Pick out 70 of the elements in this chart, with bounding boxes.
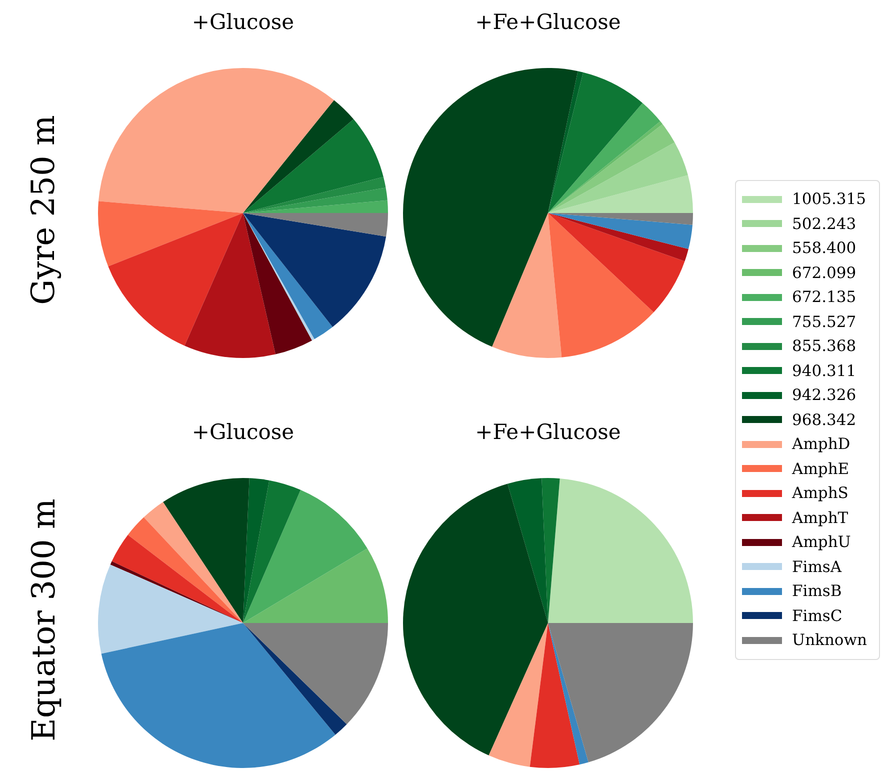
pie-slice (548, 213, 693, 225)
pie-slice (144, 502, 243, 623)
pie-slice (163, 478, 250, 623)
legend-label: 558.400 (792, 239, 856, 258)
legend-label: 755.527 (792, 312, 856, 331)
legend-label: AmphS (792, 484, 848, 502)
chart-title: +Glucose (190, 10, 296, 34)
pie-slice (243, 213, 388, 237)
pie-slice (492, 213, 562, 358)
pie-slice (98, 68, 334, 213)
pie-slice (128, 517, 243, 623)
chart-title: +Glucose (190, 420, 296, 444)
legend-label: 502.243 (792, 214, 856, 233)
pie-slice (548, 213, 693, 250)
pie-slice (243, 623, 388, 724)
pie-slice (548, 623, 588, 765)
legend-label: AmphU (792, 533, 851, 552)
chart-title: +Fe+Glucose (474, 10, 622, 34)
pie-slice (548, 213, 688, 262)
pie-slice (243, 623, 347, 735)
pie-slice (243, 490, 368, 623)
pie-slice (243, 176, 386, 213)
legend-label: AmphD (792, 435, 850, 454)
pie-slice (548, 142, 688, 213)
pie-slice (548, 623, 693, 762)
legend-label: FimsA (792, 558, 842, 576)
legend-label: Unknown (792, 631, 868, 650)
pie-slice (508, 478, 548, 623)
pie-slice (403, 484, 548, 756)
pie-slice (488, 623, 548, 767)
pie-slice (548, 71, 584, 213)
pie-slice (243, 213, 386, 328)
pie-slice (548, 103, 660, 213)
pie-slice (548, 213, 654, 358)
text: Equator 300 m (24, 498, 62, 742)
pie-slice (548, 175, 693, 213)
pie-slice (243, 188, 388, 213)
legend-label: 672.135 (792, 288, 856, 306)
legend-label: FimsB (792, 582, 842, 600)
pie-slice (243, 213, 333, 340)
legend-label: AmphT (792, 508, 848, 527)
pie-slice (101, 623, 336, 768)
pie-slice (98, 201, 243, 266)
pie-slice (112, 534, 243, 623)
pie-slice (243, 119, 384, 213)
pie-slice (243, 548, 388, 623)
text: Gyre 250 m (24, 115, 62, 305)
legend-label: 672.099 (792, 264, 856, 282)
legend-label: FimsC (792, 606, 842, 625)
legend-label: AmphE (792, 460, 850, 478)
pie-slice (108, 213, 243, 346)
pie-slice (243, 480, 301, 623)
pie-slice (542, 478, 560, 623)
pie-slice (98, 564, 243, 654)
pie-slice (184, 213, 276, 358)
legend-label: 940.311 (792, 362, 856, 380)
pie-slice (243, 100, 354, 213)
pie-slice (530, 623, 580, 768)
pie-slice (110, 561, 243, 623)
pie-slice (548, 478, 693, 623)
legend-label: 942.326 (792, 386, 856, 404)
pie-slice (548, 72, 643, 213)
legend-label: 968.342 (792, 410, 856, 429)
legend-label: 1005.315 (792, 190, 866, 208)
pie-slice (548, 213, 685, 312)
legend-label: 855.368 (792, 337, 856, 356)
pie-slice (403, 68, 578, 347)
pie-slice (243, 478, 270, 623)
chart-title: +Fe+Glucose (474, 420, 622, 444)
pie-slice (243, 200, 388, 213)
